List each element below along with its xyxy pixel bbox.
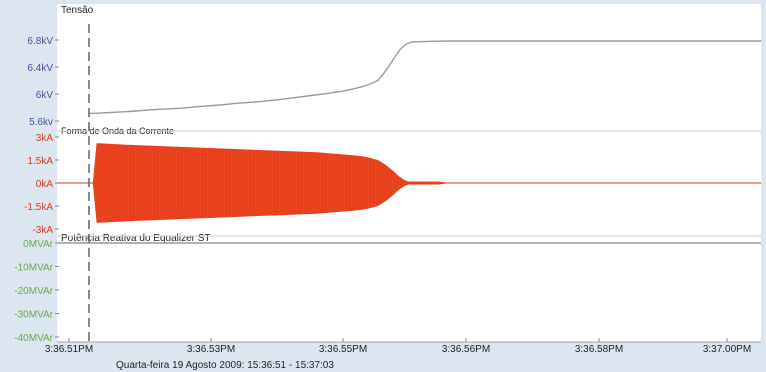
current-envelope-area <box>92 143 546 223</box>
voltage-ytick-label: 5.6kv <box>29 117 53 128</box>
x-axis: 3:36.51PM 3:36.53PM 3:36.55PM 3:36.56PM 3:36… <box>45 130 761 355</box>
x-tick-label: 3:36.55PM <box>319 344 367 355</box>
x-tick-label: 3:36.56PM <box>442 344 490 355</box>
reactive-ytick-label: 0MVAr <box>23 239 53 250</box>
current-panel: 3kA 1.5kA 0kA -1.5kA -3kA <box>24 133 761 236</box>
current-ytick-label: -3kA <box>32 225 53 236</box>
voltage-panel: 6.8kV 6.4kV 6kV 5.6kv <box>27 36 761 128</box>
reactive-panel-title: Potência Reativa do Equalizer ST <box>61 233 211 244</box>
x-tick-label: 3:36.53PM <box>187 344 235 355</box>
reactive-ytick-label: -20MVAr <box>14 286 53 297</box>
reactive-ytick-label: -10MVAr <box>14 263 53 274</box>
voltage-series-line <box>88 40 761 115</box>
x-tick-label: 3:36.51PM <box>45 344 93 355</box>
x-tick-label: 3:37.00PM <box>703 344 751 355</box>
reactive-ytick-label: -30MVAr <box>14 310 53 321</box>
voltage-ytick-label: 6.4kV <box>27 63 53 74</box>
voltage-ytick-label: 6kV <box>36 90 54 101</box>
voltage-panel-title: Tensão <box>61 5 94 16</box>
x-tick-label: 3:36.58PM <box>575 344 623 355</box>
current-ytick-label: 1.5kA <box>27 156 53 167</box>
current-ytick-label: -1.5kA <box>24 202 53 213</box>
voltage-ytick-label: 6.8kV <box>27 36 53 47</box>
current-ytick-label: 0kA <box>36 179 54 190</box>
current-ytick-label: 3kA <box>36 133 54 144</box>
reactive-panel: 0MVAr -10MVAr -20MVAr -30MVAr -40MVAr <box>14 239 761 344</box>
date-range-label: Quarta-feira 19 Agosto 2009: 15:36:51 - … <box>116 360 334 371</box>
reactive-ytick-label: -40MVAr <box>14 333 53 344</box>
